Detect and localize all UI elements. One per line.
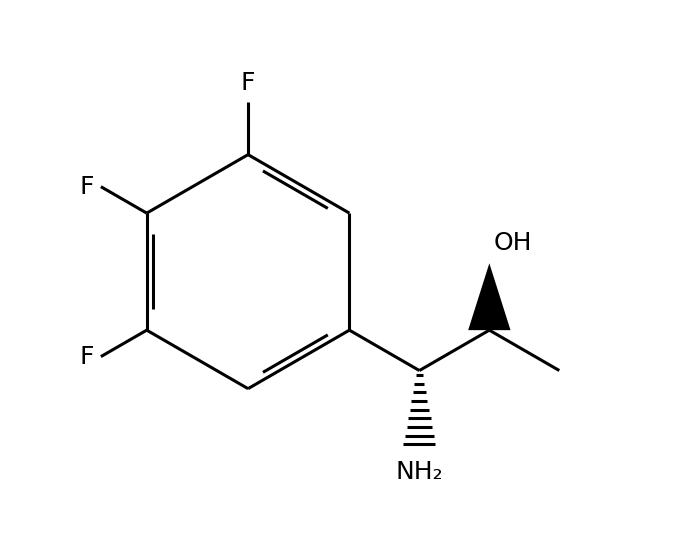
Text: OH: OH (494, 231, 532, 255)
Text: F: F (241, 71, 255, 95)
Polygon shape (468, 263, 511, 330)
Text: F: F (80, 344, 95, 368)
Text: NH₂: NH₂ (396, 460, 443, 484)
Text: F: F (80, 175, 95, 199)
